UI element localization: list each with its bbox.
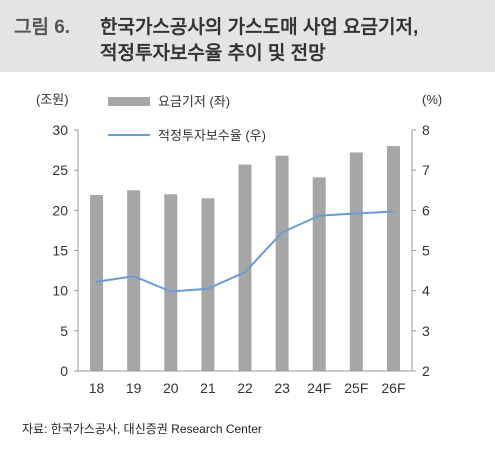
x-tick-label: 22 bbox=[237, 380, 253, 396]
x-tick-label: 20 bbox=[163, 380, 179, 396]
left-axis-ticks: 0 5 10 15 20 25 30 bbox=[52, 122, 68, 379]
bar-21 bbox=[201, 198, 215, 371]
right-tick-label: 6 bbox=[422, 202, 430, 218]
legend-line-label: 적정투자보수율 (우) bbox=[158, 128, 266, 143]
left-tick-label: 20 bbox=[52, 202, 68, 218]
x-axis-ticks: 18 19 20 21 22 23 24F 25F 26F bbox=[89, 380, 406, 396]
x-tick-label: 26F bbox=[381, 380, 405, 396]
line-point-20 bbox=[169, 290, 172, 293]
figure-label: 그림 6. bbox=[14, 17, 71, 38]
right-tick-label: 5 bbox=[422, 243, 430, 259]
legend-bar-swatch bbox=[108, 97, 150, 106]
bar-24F bbox=[312, 177, 326, 371]
source-note: 자료: 한국가스공사, 대신증권 Research Center bbox=[22, 422, 262, 436]
title-band bbox=[0, 0, 495, 72]
bar-series bbox=[90, 146, 400, 371]
left-tick-label: 5 bbox=[60, 323, 68, 339]
bar-25F bbox=[349, 152, 363, 371]
left-tick-label: 0 bbox=[60, 363, 68, 379]
right-axis-unit: (%) bbox=[422, 92, 442, 107]
left-axis-unit: (조원) bbox=[36, 92, 69, 107]
left-tick-label: 10 bbox=[52, 283, 68, 299]
bar-26F bbox=[386, 146, 400, 371]
x-tick-label: 19 bbox=[126, 380, 142, 396]
line-point-22 bbox=[244, 271, 246, 274]
line-point-25F bbox=[355, 212, 358, 215]
bar-19 bbox=[127, 190, 141, 371]
line-point-18 bbox=[95, 280, 98, 283]
right-tick-label: 3 bbox=[422, 323, 430, 339]
left-tick-label: 25 bbox=[52, 162, 68, 178]
bar-20 bbox=[164, 194, 178, 371]
line-point-21 bbox=[206, 287, 209, 290]
left-tick-label: 15 bbox=[52, 243, 68, 259]
x-tick-label: 24F bbox=[307, 380, 331, 396]
line-point-26F bbox=[392, 210, 395, 213]
line-series bbox=[95, 210, 395, 293]
bar-22 bbox=[238, 164, 252, 371]
chart-title-line2: 적정투자보수율 추이 및 전망 bbox=[100, 43, 326, 64]
x-tick-label: 23 bbox=[274, 380, 290, 396]
line-point-19 bbox=[132, 275, 135, 278]
axes bbox=[74, 129, 416, 372]
x-tick-label: 18 bbox=[89, 380, 105, 396]
line-point-24F bbox=[318, 214, 321, 217]
right-tick-label: 7 bbox=[422, 162, 430, 178]
x-tick-label: 21 bbox=[200, 380, 216, 396]
bar-23 bbox=[275, 155, 289, 371]
right-tick-label: 4 bbox=[422, 283, 430, 299]
chart-title-line1: 한국가스공사의 가스도매 사업 요금기저, bbox=[100, 17, 419, 38]
right-tick-label: 8 bbox=[422, 122, 430, 138]
right-tick-label: 2 bbox=[422, 363, 430, 379]
bar-18 bbox=[90, 195, 104, 371]
left-tick-label: 30 bbox=[52, 122, 68, 138]
line-point-23 bbox=[281, 231, 284, 234]
right-axis-ticks: 2 3 4 5 6 7 8 bbox=[422, 122, 430, 379]
legend-bar-label: 요금기저 (좌) bbox=[158, 94, 230, 109]
x-tick-label: 25F bbox=[344, 380, 368, 396]
